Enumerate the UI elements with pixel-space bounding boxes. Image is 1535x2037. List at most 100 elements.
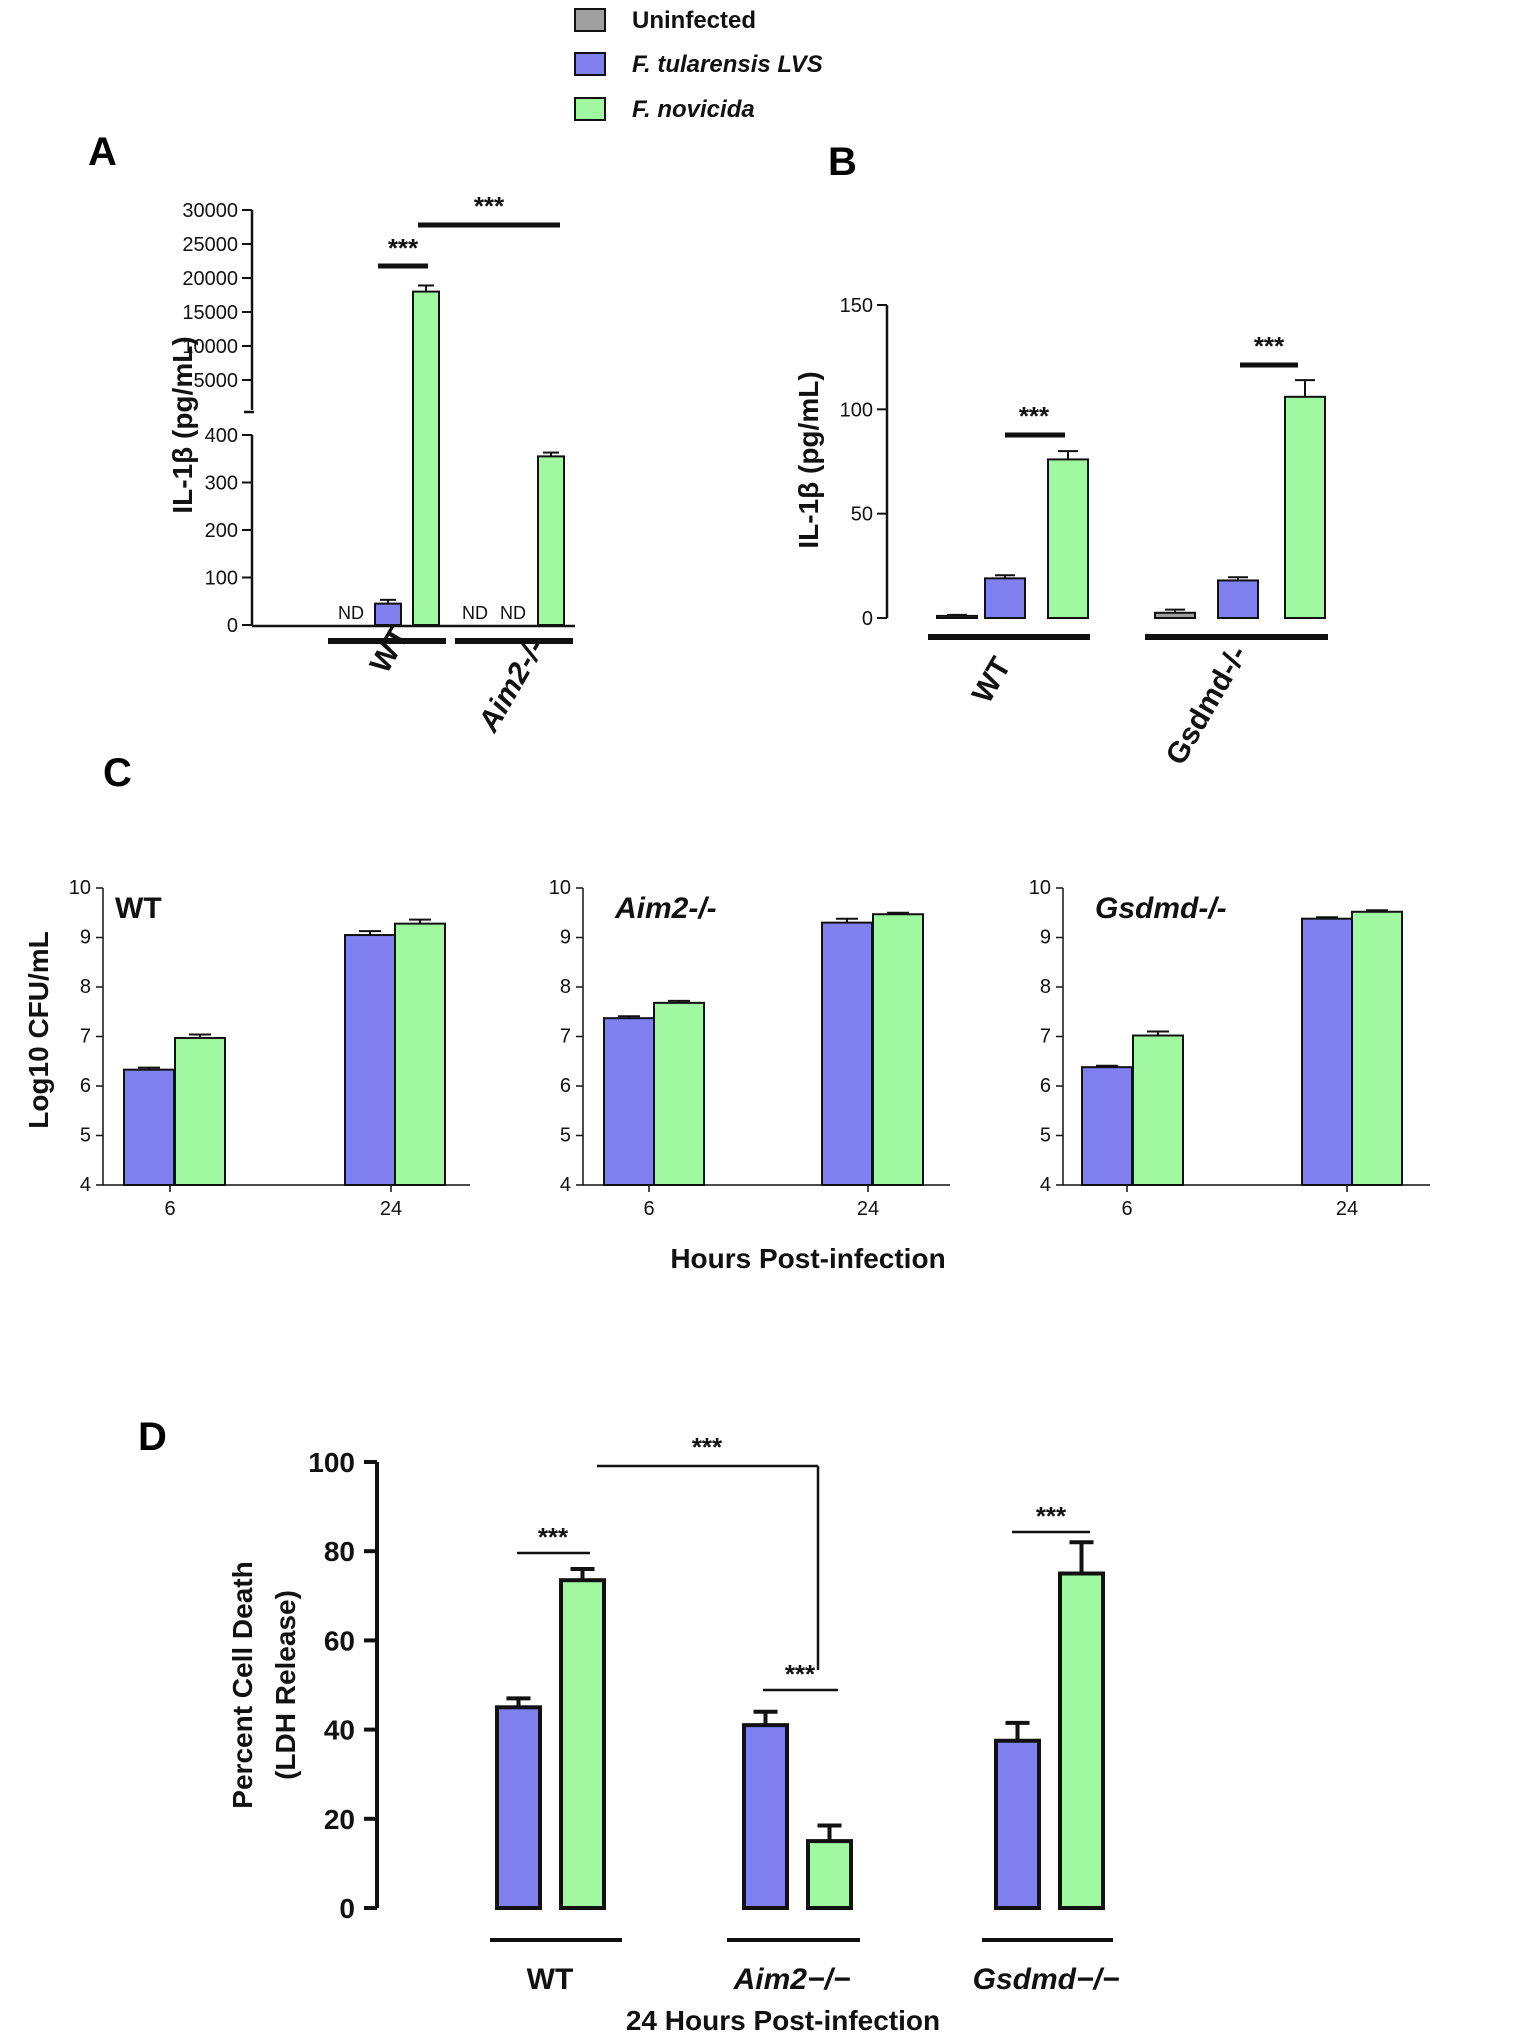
panel-d-sig-star-gsdmd: ***	[1036, 1501, 1067, 1531]
panel-b-bar-Gsdmd-uninfected	[1154, 611, 1196, 619]
panel-c1-bar-24h-lvs	[344, 934, 396, 1187]
panel-a-ytick-label-lower-2: 200	[205, 520, 238, 542]
panel-b-bar-WT-novicida	[1047, 458, 1089, 619]
legend-swatch-novicida	[574, 97, 606, 121]
panel-c-ylabel: Log10 CFU/mL	[23, 931, 54, 1129]
panel-c1-title: WT	[115, 892, 162, 925]
panel-c2-ytick-label-4: 8	[560, 976, 571, 998]
panel-b-ytick-label-2: 100	[840, 399, 873, 421]
panel-d-bar-1-novicida	[806, 1839, 853, 1910]
panel-c3-ytick-label-2: 6	[1040, 1075, 1051, 1097]
panel-c3-title: Gsdmd-/-	[1095, 892, 1227, 925]
panel-c1-ytick-label-5: 9	[80, 927, 91, 949]
panel-b-xtick-wt: WT	[966, 652, 1018, 709]
panel-a-nd-label-1-0: ND	[462, 603, 488, 623]
panel-d-ytick-label-2: 40	[324, 1715, 355, 1746]
panel-c-xlabel: Hours Post-infection	[670, 1243, 945, 1274]
panel-c1-ytick-label-1: 5	[80, 1125, 91, 1147]
panel-c3-ytick-label-5: 9	[1040, 927, 1051, 949]
panel-b-ytick-label-0: 0	[862, 608, 873, 630]
panel-c2-ytick-label-5: 9	[560, 927, 571, 949]
panel-d-xtick-aim2: Aim2−/−	[733, 1963, 851, 1996]
legend-label-uninfected: Uninfected	[632, 7, 756, 34]
panel-b-ytick-label-3: 150	[840, 295, 873, 317]
panel-a-ytick-label-upper-2: 15000	[182, 302, 238, 324]
panel-a-nd-label-1-1: ND	[500, 603, 526, 623]
panel-d-ylabel-line2: (LDH Release)	[270, 1590, 301, 1780]
panel-c2-ytick-label-3: 7	[560, 1026, 571, 1048]
panel-d-sig-star-wt: ***	[538, 1522, 569, 1552]
panel-a-bar-WT-novicida	[412, 290, 440, 626]
legend-swatch-lvs	[574, 52, 606, 76]
panel-d-bar-2-lvs	[994, 1738, 1041, 1910]
panel-a-ytick-label-lower-0: 0	[227, 615, 238, 637]
legend-label-lvs: F. tularensis LVS	[632, 51, 823, 78]
panel-c2-title: Aim2-/-	[614, 892, 717, 925]
panel-c1-bar-6h-lvs	[123, 1068, 175, 1187]
panel-c2-xtick-label-1: 24	[857, 1198, 879, 1220]
panel-c3-ytick-label-6: 10	[1029, 877, 1051, 899]
legend-label-novicida: F. novicida	[632, 96, 755, 123]
panel-a-ytick-label-lower-3: 300	[205, 473, 238, 495]
panel-a-bar-Aim2-novicida	[537, 455, 565, 626]
panel-a-bar-WT-lvs	[374, 602, 402, 626]
panel-c2-ytick-label-0: 4	[560, 1174, 571, 1196]
panel-b-bar-Gsdmd-novicida	[1284, 395, 1326, 619]
panel-c1-ytick-label-3: 7	[80, 1026, 91, 1048]
panel-c3-bar-24h-lvs	[1301, 917, 1353, 1186]
panel-b-ytick-label-1: 50	[851, 504, 873, 526]
panel-c3-ytick-label-1: 5	[1040, 1125, 1051, 1147]
legend-swatch-uninfected	[574, 8, 606, 32]
panel-a-ytick-label-lower-1: 100	[205, 568, 238, 590]
panel-d-bar-2-novicida	[1058, 1571, 1105, 1910]
panel-c1-bar-6h-novicida	[174, 1036, 226, 1186]
panel-c3-bar-6h-novicida	[1132, 1034, 1184, 1187]
panel-letter-a: A	[88, 130, 117, 174]
panel-a-sig-star-1: ***	[388, 233, 419, 263]
panel-c2-bar-24h-lvs	[821, 921, 873, 1187]
panel-c2-xtick-label-0: 6	[643, 1198, 654, 1220]
panel-b-bar-WT-uninfected	[936, 614, 978, 619]
panel-d-bar-0-novicida	[559, 1578, 606, 1910]
panel-c1-xtick-label-1: 24	[380, 1198, 402, 1220]
panel-a-xtick-wt: WT	[364, 622, 416, 679]
panel-b-ylabel: IL-1β (pg/mL)	[793, 371, 824, 548]
panel-c3-bar-24h-novicida	[1351, 910, 1403, 1186]
panel-b-bar-Gsdmd-lvs	[1217, 579, 1259, 620]
panel-d-ytick-label-4: 80	[324, 1536, 355, 1567]
panel-c1-bar-24h-novicida	[394, 922, 446, 1186]
panel-a-ytick-label-upper-1: 10000	[182, 336, 238, 358]
panel-b-sig-star-2: ***	[1254, 331, 1285, 361]
panel-c2-ytick-label-6: 10	[549, 877, 571, 899]
panel-d-ytick-label-0: 0	[339, 1893, 355, 1924]
panel-c1-ytick-label-2: 6	[80, 1075, 91, 1097]
panel-b-bar-WT-lvs	[984, 577, 1026, 619]
panel-a-ytick-label-upper-0: 5000	[194, 370, 239, 392]
panel-d-chart: Percent Cell Death (LDH Release) WT Aim2…	[227, 1432, 1119, 2036]
panel-a-chart: IL-1β (pg/mL) WT Aim2-/- 0 100 200 300 400 50…	[167, 191, 575, 738]
panel-a-ytick-label-lower-4: 400	[205, 425, 238, 447]
panel-c1-ytick-label-4: 8	[80, 976, 91, 998]
panel-letter-d: D	[138, 1415, 167, 1459]
panel-c3-xtick-label-1: 24	[1336, 1198, 1358, 1220]
panel-d-xtick-wt: WT	[527, 1963, 574, 1996]
panel-a-sig-star-2: ***	[474, 191, 505, 221]
panel-d-xtick-gsdmd: Gsdmd−/−	[973, 1963, 1120, 1996]
panel-c3-xtick-label-0: 6	[1121, 1198, 1132, 1220]
panel-b-sig-star-1: ***	[1019, 401, 1050, 431]
panel-c2-ytick-label-2: 6	[560, 1075, 571, 1097]
panel-c1-ytick-label-6: 10	[69, 877, 91, 899]
legend: Uninfected F. tularensis LVS F. novicida	[574, 7, 823, 123]
panel-c2-bar-6h-lvs	[603, 1017, 655, 1186]
panel-b-chart: IL-1β (pg/mL) WT Gsdmd-/- 0 50 100 150 *** **…	[793, 295, 1328, 771]
panel-c-charts: Log10 CFU/mL WT Aim2-/- Gsdmd-/- Hours P…	[23, 877, 1430, 1274]
panel-c2-bar-24h-novicida	[872, 913, 924, 1186]
panel-c2-ytick-label-1: 5	[560, 1125, 571, 1147]
panel-d-bar-1-lvs	[742, 1723, 789, 1911]
panel-c1-xtick-label-0: 6	[164, 1198, 175, 1220]
panel-letter-b: B	[828, 140, 857, 184]
panel-a-ytick-label-upper-3: 20000	[182, 268, 238, 290]
panel-c2-bar-6h-novicida	[653, 1001, 705, 1187]
panel-d-xlabel: 24 Hours Post-infection	[626, 2005, 940, 2036]
